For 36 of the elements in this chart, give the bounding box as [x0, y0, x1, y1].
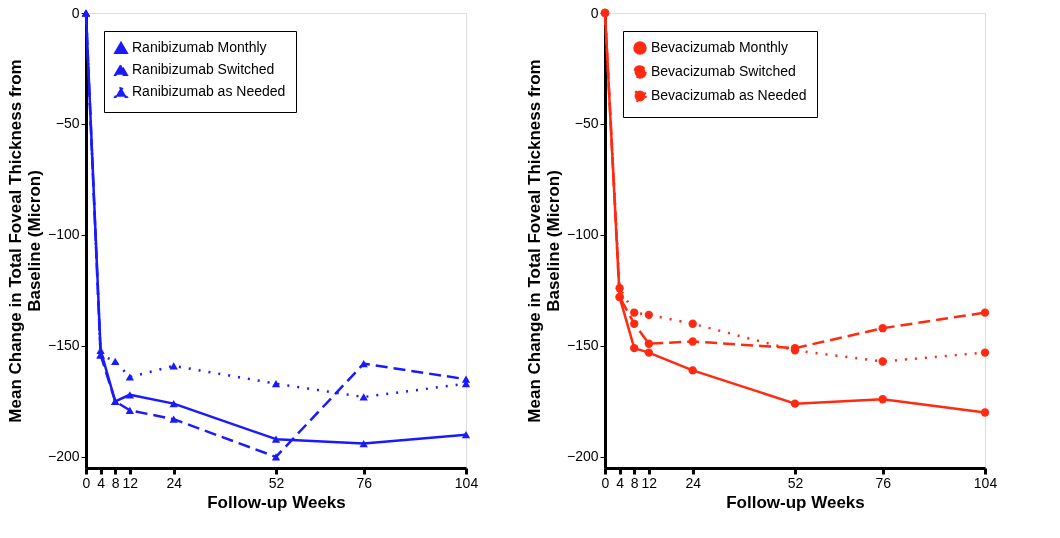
legend-label: Ranibizumab Switched	[132, 61, 275, 77]
x-tick-label: 24	[166, 474, 183, 491]
y-tick-label: 0	[71, 4, 80, 21]
x-tick-label: 104	[973, 474, 998, 491]
y-tick-label: −50	[55, 115, 80, 132]
x-tick-label: 12	[641, 474, 658, 491]
y-tick-label: −100	[566, 226, 599, 243]
x-tick-label: 76	[356, 474, 373, 491]
x-tick-label: 76	[875, 474, 892, 491]
x-tick-label: 0	[601, 474, 610, 491]
x-tick-label: 4	[97, 474, 106, 491]
x-axis-title: Follow-up Weeks	[726, 492, 865, 512]
x-tick-label: 0	[82, 474, 91, 491]
y-tick-label: −100	[47, 226, 80, 243]
y-tick-label: −150	[566, 337, 599, 354]
x-axis-title: Follow-up Weeks	[207, 492, 346, 512]
x-tick-label: 8	[630, 474, 639, 491]
legend-label: Bevacizumab Switched	[651, 63, 796, 79]
y-axis-title: Mean Change in Total Foveal Thickness from Baseline (Micron)	[5, 59, 44, 423]
x-tick-label: 52	[268, 474, 285, 491]
y-tick-label: 0	[590, 4, 599, 21]
x-tick-label: 8	[111, 474, 120, 491]
x-tick-label: 12	[122, 474, 139, 491]
legend-label: Bevacizumab as Needed	[651, 87, 807, 103]
y-tick-label: −200	[47, 448, 80, 465]
y-tick-label: −200	[566, 448, 599, 465]
y-tick-label: −150	[47, 337, 80, 354]
y-tick-label: −50	[574, 115, 599, 132]
legend-label: Bevacizumab Monthly	[651, 39, 788, 55]
x-tick-label: 52	[787, 474, 804, 491]
legend-label: Ranibizumab Monthly	[132, 39, 267, 55]
x-tick-label: 104	[454, 474, 479, 491]
legend-label: Ranibizumab as Needed	[132, 83, 286, 99]
x-tick-label: 24	[685, 474, 702, 491]
y-axis-title: Mean Change in Total Foveal Thickness from Baseline (Micron)	[524, 59, 563, 423]
x-tick-label: 4	[616, 474, 625, 491]
